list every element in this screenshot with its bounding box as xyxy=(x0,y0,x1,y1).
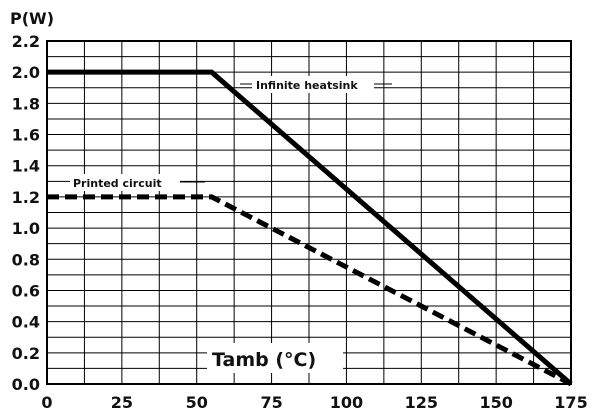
x-tick-label: 25 xyxy=(111,393,133,412)
y-tick-label: 0.2 xyxy=(12,344,40,363)
y-tick-label: 1.2 xyxy=(12,188,40,207)
y-tick-label: 2.0 xyxy=(12,63,40,82)
y-tick-label: 0.8 xyxy=(12,250,40,269)
printed-circuit-annotation: Printed circuit xyxy=(70,174,180,191)
x-tick-label: 100 xyxy=(330,393,363,412)
tick-labels: 0.0 0.2 0.4 0.6 0.8 1.0 1.2 1.4 1.6 1.8 2.0 2.2 0 25 5… xyxy=(12,32,588,412)
y-tick-label: 1.8 xyxy=(12,94,40,113)
x-axis-title-bg xyxy=(207,343,343,373)
infinite-heatsink-label: Infinite heatsink xyxy=(256,79,358,92)
printed-circuit-line xyxy=(47,194,573,387)
printed-circuit-label: Printed circuit xyxy=(73,177,162,190)
y-tick-label: 1.0 xyxy=(12,219,40,238)
x-tick-label: 0 xyxy=(41,393,52,412)
x-tick-label: 75 xyxy=(260,393,282,412)
y-tick-label: 0.0 xyxy=(12,375,40,394)
x-tick-label: 50 xyxy=(186,393,208,412)
x-tick-label: 175 xyxy=(554,393,587,412)
y-tick-label: 0.4 xyxy=(12,313,40,332)
series-lines xyxy=(47,69,573,387)
y-tick-label: 2.2 xyxy=(12,32,40,51)
infinite-heatsink-line xyxy=(47,69,573,386)
y-tick-label: 0.6 xyxy=(12,281,40,300)
x-axis-title: Tamb (°C) xyxy=(212,349,316,371)
printed-circuit-label-bg xyxy=(70,174,180,191)
x-axis-title-box: Tamb (°C) xyxy=(207,343,343,373)
y-tick-label: 1.4 xyxy=(12,157,40,176)
y-axis-title: P(W) xyxy=(10,9,54,28)
y-tick-label: 1.6 xyxy=(12,126,40,145)
plot-frame xyxy=(46,40,572,385)
infinite-heatsink-label-bg xyxy=(252,76,374,93)
x-tick-label: 125 xyxy=(405,393,438,412)
infinite-heatsink-annotation: Infinite heatsink xyxy=(252,76,374,93)
x-tick-label: 150 xyxy=(479,393,512,412)
